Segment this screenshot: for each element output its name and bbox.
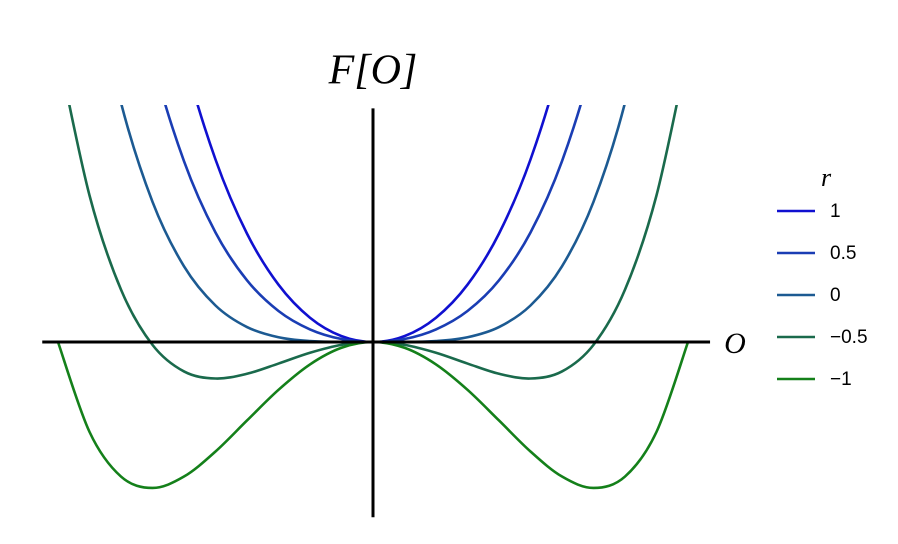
legend-label: 1: [830, 201, 841, 222]
x-axis-label: O: [724, 327, 746, 360]
legend-title: r: [821, 163, 832, 192]
legend-label: −1: [830, 369, 852, 390]
legend-label: 0.5: [830, 243, 856, 264]
legend-label: −0.5: [830, 327, 868, 348]
legend-label: 0: [830, 285, 841, 306]
y-axis-label: F[O]: [328, 48, 418, 94]
